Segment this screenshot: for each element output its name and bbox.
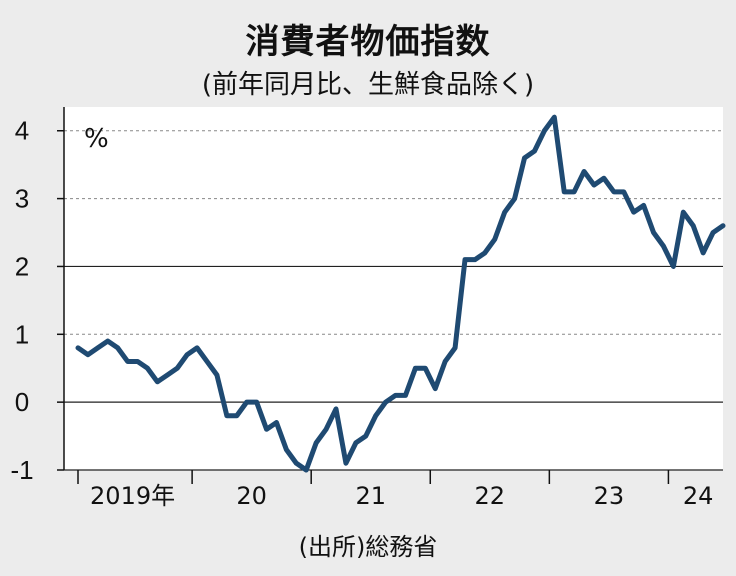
x-tick-label: 23 — [594, 482, 625, 510]
data-point — [542, 128, 547, 133]
data-point — [651, 230, 656, 235]
data-point — [472, 257, 477, 262]
data-point — [214, 373, 219, 378]
data-point — [294, 461, 299, 466]
data-point — [244, 400, 249, 405]
data-point — [562, 189, 567, 194]
data-point — [621, 189, 626, 194]
data-point — [195, 345, 200, 350]
data-point — [721, 223, 725, 228]
plot-area — [64, 107, 723, 470]
data-point — [155, 379, 160, 384]
data-point — [115, 345, 120, 350]
data-point — [76, 345, 80, 350]
data-point — [641, 203, 646, 208]
y-tick-label: -1 — [10, 455, 33, 485]
data-point — [492, 237, 497, 242]
data-point — [224, 413, 229, 418]
data-point — [611, 189, 616, 194]
data-point — [681, 210, 686, 215]
x-tick-label: 24 — [683, 482, 714, 510]
data-point — [95, 345, 100, 350]
data-point — [353, 440, 358, 445]
x-axis-ticks: 2019年 20 21 22 23 24 — [77, 470, 714, 510]
data-point — [572, 189, 577, 194]
data-point — [363, 434, 368, 439]
gridlines — [64, 130, 723, 471]
x-tick-label: 21 — [355, 482, 386, 510]
x-tick-label: 22 — [475, 482, 506, 510]
data-point — [264, 427, 269, 432]
data-point — [125, 359, 130, 364]
chart-title: 消費者物価指数 — [245, 22, 491, 62]
data-point — [711, 230, 716, 235]
x-tick-label: 2019年 — [90, 482, 175, 510]
y-tick-label: 3 — [15, 184, 29, 214]
data-point — [582, 169, 587, 174]
y-axis-ticks: 4 3 2 1 0 -1 — [10, 116, 64, 485]
data-point — [701, 250, 706, 255]
data-point — [383, 400, 388, 405]
x-tick-label: 20 — [236, 482, 267, 510]
data-point — [601, 176, 606, 181]
data-point — [512, 196, 517, 201]
data-point — [175, 366, 180, 371]
data-point — [482, 250, 487, 255]
chart-subtitle: (前年同月比、生鮮食品除く) — [201, 70, 535, 100]
data-point — [522, 155, 527, 160]
data-point — [254, 400, 259, 405]
data-point — [284, 447, 289, 452]
y-tick-label: 4 — [15, 116, 29, 146]
y-tick-label: 1 — [15, 319, 29, 349]
data-point — [403, 393, 408, 398]
y-tick-label: 2 — [15, 251, 29, 281]
data-point — [691, 223, 696, 228]
data-point — [433, 386, 438, 391]
data-point — [304, 468, 309, 472]
data-point — [205, 359, 209, 364]
data-point — [85, 352, 90, 357]
data-point — [145, 366, 150, 371]
data-point — [671, 264, 676, 269]
data-point — [234, 413, 239, 418]
unit-label: % — [84, 124, 109, 154]
data-point — [552, 115, 557, 120]
data-point — [423, 366, 428, 371]
data-point — [463, 257, 467, 262]
source-note: (出所)総務省 — [298, 533, 438, 561]
data-point — [314, 440, 319, 445]
data-point — [393, 393, 398, 398]
data-point — [135, 359, 140, 364]
data-point — [661, 244, 666, 249]
data-point — [502, 210, 507, 215]
data-point — [343, 461, 348, 466]
data-point — [453, 345, 458, 350]
data-point — [592, 183, 596, 188]
data-point — [165, 373, 170, 378]
data-point — [334, 406, 338, 411]
series-group — [75, 114, 726, 473]
data-point — [373, 413, 378, 418]
data-point — [185, 352, 190, 357]
data-point — [324, 427, 329, 432]
data-point — [274, 420, 279, 425]
data-point — [532, 149, 537, 154]
y-tick-label: 0 — [15, 387, 29, 417]
data-point — [105, 339, 110, 344]
data-point — [443, 359, 448, 364]
data-point — [413, 366, 418, 371]
data-point — [631, 210, 636, 215]
